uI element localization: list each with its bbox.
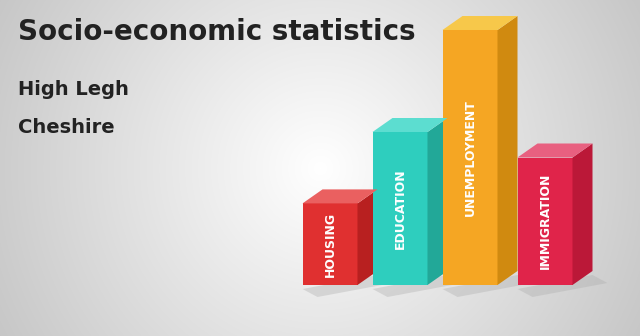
Polygon shape	[518, 143, 593, 158]
Text: IMMIGRATION: IMMIGRATION	[538, 173, 552, 269]
Text: HOUSING: HOUSING	[323, 212, 337, 277]
Polygon shape	[428, 118, 447, 285]
Text: UNEMPLOYMENT: UNEMPLOYMENT	[463, 99, 477, 216]
Polygon shape	[573, 143, 593, 285]
Polygon shape	[372, 118, 447, 132]
Polygon shape	[442, 275, 532, 297]
Polygon shape	[358, 190, 378, 285]
Polygon shape	[303, 190, 378, 203]
Text: Socio-economic statistics: Socio-economic statistics	[18, 18, 415, 46]
Polygon shape	[497, 16, 518, 285]
Polygon shape	[303, 275, 392, 297]
Polygon shape	[372, 275, 463, 297]
Polygon shape	[372, 132, 428, 285]
Polygon shape	[442, 16, 518, 30]
Text: EDUCATION: EDUCATION	[394, 168, 406, 249]
Polygon shape	[303, 203, 358, 285]
Text: High Legh: High Legh	[18, 80, 129, 99]
Polygon shape	[442, 30, 497, 285]
Polygon shape	[518, 275, 607, 297]
Text: Cheshire: Cheshire	[18, 118, 115, 137]
Polygon shape	[518, 158, 573, 285]
